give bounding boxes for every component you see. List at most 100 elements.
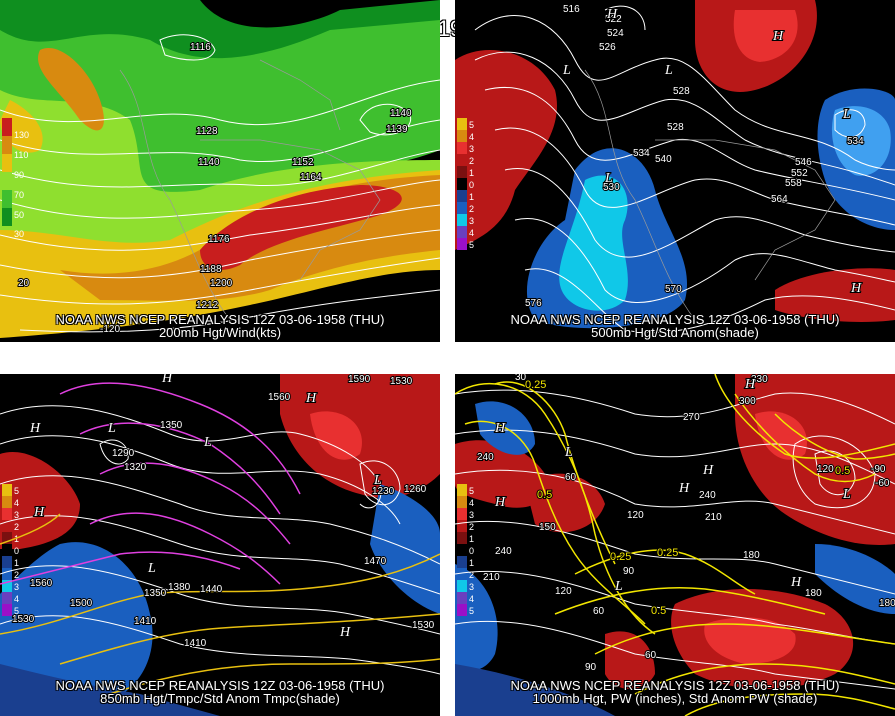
colorbar-200mb: 130 110 90 70 50 30 bbox=[2, 118, 29, 239]
contour-label: 1530 bbox=[12, 614, 35, 625]
colorbar-label: 5 bbox=[469, 240, 474, 250]
colorbar-label: 2 bbox=[14, 522, 19, 532]
high-marker: H bbox=[339, 625, 351, 640]
contour-label: 1320 bbox=[124, 462, 147, 473]
colorbar-850mb: 5 4 3 2 1 0 1 2 3 4 5 bbox=[2, 484, 19, 616]
colorbar-1000mb: 5 4 3 2 1 0 1 2 3 4 5 bbox=[457, 484, 474, 616]
low-marker: L bbox=[842, 107, 851, 122]
panel-850mb: 5 4 3 2 1 0 1 2 3 4 5 bbox=[0, 374, 440, 716]
contour-label: 1200 bbox=[210, 278, 233, 289]
low-marker: L bbox=[147, 561, 156, 576]
contour-label: 1410 bbox=[184, 638, 207, 649]
contour-label: 516 bbox=[563, 4, 580, 15]
contour-label: 20 bbox=[18, 278, 30, 289]
contour-label: 180 bbox=[743, 550, 760, 561]
contour-label: 210 bbox=[705, 512, 722, 523]
colorbar-label: 1 bbox=[469, 558, 474, 568]
colorbar-label: 130 bbox=[14, 130, 29, 140]
contour-label: 524 bbox=[607, 28, 624, 39]
anom-cyan-center bbox=[559, 175, 628, 311]
high-marker: H bbox=[790, 575, 802, 590]
anom-red-west bbox=[455, 440, 547, 508]
colorbar-label: 2 bbox=[469, 570, 474, 580]
contour-label: 558 bbox=[785, 178, 802, 189]
temp-contours-850mb bbox=[0, 382, 301, 585]
colorbar-label: 1 bbox=[469, 534, 474, 544]
colorbar-label: 110 bbox=[14, 150, 28, 160]
contour-label: 540 bbox=[655, 154, 672, 165]
contour-label: 60 bbox=[565, 472, 577, 483]
colorbar-label: 2 bbox=[469, 156, 474, 166]
caption-line1: NOAA NWS NCEP REANALYSIS 12Z 03-06-1958 … bbox=[510, 312, 840, 327]
caption-line2: 200mb Hgt/Wind(kts) bbox=[158, 325, 282, 340]
low-marker: L bbox=[664, 63, 673, 78]
anom-red-west bbox=[455, 50, 557, 250]
contour-label: 180 bbox=[879, 598, 895, 609]
contour-label: -90 bbox=[871, 464, 886, 475]
colorbar-label: 2 bbox=[14, 570, 19, 580]
high-marker: H bbox=[606, 7, 618, 22]
contour-label: 1470 bbox=[364, 556, 387, 567]
colorbar-label: 3 bbox=[469, 582, 474, 592]
caption-line1: NOAA NWS NCEP REANALYSIS 12Z 03-06-1958 … bbox=[55, 678, 385, 693]
pw-label: 0.25 bbox=[610, 551, 631, 563]
contour-label: -60 bbox=[875, 478, 890, 489]
contour-label: 1188 bbox=[200, 264, 222, 275]
contour-label: 570 bbox=[665, 284, 682, 295]
contour-label: 30 bbox=[515, 374, 527, 383]
anom-blue-s bbox=[0, 664, 220, 716]
colorbar-label: 4 bbox=[469, 228, 474, 238]
colorbar-label: 1 bbox=[14, 558, 19, 568]
contour-label: 270 bbox=[683, 412, 700, 423]
contour-label: 1140 bbox=[198, 157, 220, 168]
colorbar-label: 3 bbox=[469, 216, 474, 226]
colorbar-label: 5 bbox=[469, 486, 474, 496]
contour-label: 120 bbox=[627, 510, 644, 521]
low-marker: L bbox=[564, 445, 573, 460]
colorbar-label: 4 bbox=[14, 594, 19, 604]
contour-label: 60 bbox=[593, 606, 605, 617]
low-marker: L bbox=[562, 63, 571, 78]
contour-label: 60 bbox=[645, 650, 657, 661]
contour-label: 1500 bbox=[70, 598, 93, 609]
low-marker: L bbox=[107, 421, 116, 436]
contour-label: 90 bbox=[623, 566, 635, 577]
contour-label: 330 bbox=[751, 374, 768, 385]
contour-label: 564 bbox=[771, 194, 788, 205]
high-marker: H bbox=[494, 495, 506, 510]
low-marker: L bbox=[604, 171, 613, 186]
temp-contours-850mb-warm bbox=[0, 513, 440, 695]
colorbar-label: 4 bbox=[469, 132, 474, 142]
high-marker: H bbox=[33, 505, 45, 520]
anom-blue-east-core bbox=[831, 106, 891, 176]
contour-label: 120 bbox=[817, 464, 834, 475]
colorbar-label: 1 bbox=[469, 192, 474, 202]
low-marker: L bbox=[373, 473, 382, 488]
contour-label: 534 bbox=[633, 148, 650, 159]
coastlines-200mb bbox=[119, 59, 381, 321]
contour-label: 1350 bbox=[160, 420, 183, 431]
contour-label: 1139 bbox=[386, 124, 408, 135]
pw-label: 0.25 bbox=[657, 547, 678, 559]
colorbar-500mb: 5 4 3 2 1 0 1 2 3 4 5 bbox=[457, 118, 474, 250]
colorbar-label: 4 bbox=[469, 594, 474, 604]
caption-line1: NOAA NWS NCEP REANALYSIS 12Z 03-06-1958 … bbox=[510, 678, 840, 693]
panel-200mb: 1116 1128 1140 1152 1164 1176 1188 1200 … bbox=[0, 0, 440, 342]
colorbar-label: 0 bbox=[14, 546, 19, 556]
colorbar-label: 3 bbox=[14, 510, 19, 520]
map-1000mb: 5 4 3 2 1 0 1 2 3 4 5 bbox=[455, 374, 895, 716]
contour-label: -120 bbox=[100, 324, 120, 335]
contour-label: 1140 bbox=[390, 108, 412, 119]
high-marker: H bbox=[744, 377, 756, 392]
high-marker: H bbox=[702, 463, 714, 478]
contour-label: 528 bbox=[673, 86, 690, 97]
low-marker: L bbox=[842, 487, 851, 502]
contour-label: 1590 bbox=[348, 374, 371, 385]
coastlines-500mb bbox=[584, 69, 836, 321]
pw-label: 0.5 bbox=[835, 465, 850, 477]
contour-label: 1152 bbox=[292, 157, 314, 168]
high-marker: H bbox=[678, 481, 690, 496]
colorbar-label: 5 bbox=[14, 486, 19, 496]
low-marker: L bbox=[614, 579, 623, 594]
colorbar-label: 0 bbox=[469, 546, 474, 556]
